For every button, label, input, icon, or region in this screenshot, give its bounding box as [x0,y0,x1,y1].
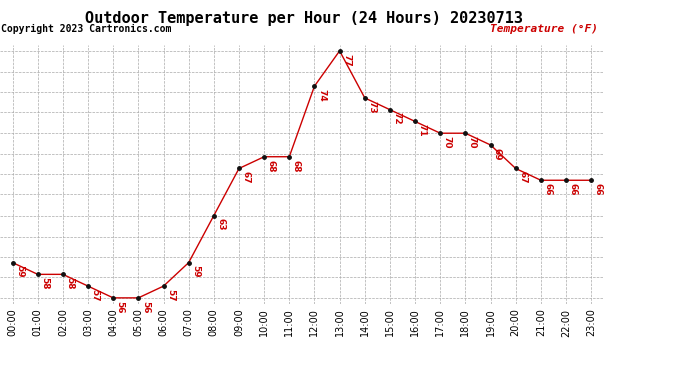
Text: 56: 56 [116,301,125,313]
Text: 72: 72 [393,112,402,125]
Text: 59: 59 [15,266,24,278]
Text: 66: 66 [593,183,602,195]
Text: Copyright 2023 Cartronics.com: Copyright 2023 Cartronics.com [1,24,171,34]
Text: Temperature (°F): Temperature (°F) [490,24,598,34]
Text: 73: 73 [367,101,376,113]
Text: 67: 67 [241,171,250,184]
Text: 58: 58 [40,277,49,290]
Text: 59: 59 [191,266,200,278]
Text: 67: 67 [518,171,527,184]
Text: 71: 71 [417,124,426,137]
Text: Outdoor Temperature per Hour (24 Hours) 20230713: Outdoor Temperature per Hour (24 Hours) … [85,11,522,26]
Text: 70: 70 [443,136,452,148]
Text: 74: 74 [317,89,326,102]
Text: 66: 66 [543,183,552,195]
Text: 57: 57 [166,289,175,302]
Text: 69: 69 [493,148,502,160]
Text: 57: 57 [90,289,99,302]
Text: 70: 70 [468,136,477,148]
Text: 68: 68 [266,159,275,172]
Text: 56: 56 [141,301,150,313]
Text: 63: 63 [216,218,225,231]
Text: 58: 58 [66,277,75,290]
Text: 68: 68 [292,159,301,172]
Text: 66: 66 [569,183,578,195]
Text: 77: 77 [342,54,351,66]
